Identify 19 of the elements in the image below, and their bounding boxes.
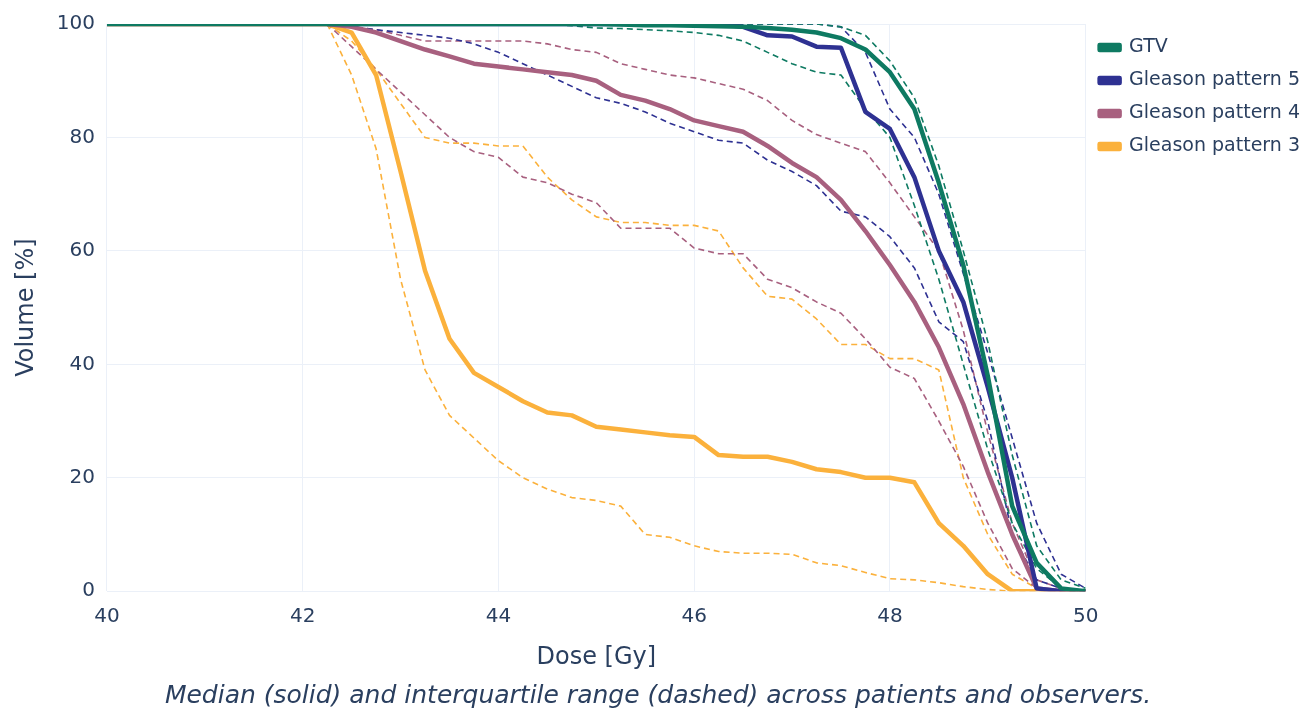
legend-label: Gleason pattern 3 bbox=[1129, 133, 1301, 156]
x-tick-label: 44 bbox=[485, 603, 512, 628]
legend-label: Gleason pattern 4 bbox=[1129, 100, 1301, 123]
y-tick-label: 100 bbox=[56, 10, 95, 35]
legend-label: Gleason pattern 5 bbox=[1129, 67, 1301, 90]
x-tick-label: 48 bbox=[877, 603, 903, 628]
x-tick-label: 50 bbox=[1072, 603, 1099, 628]
x-tick-label: 40 bbox=[94, 603, 120, 628]
y-tick-label: 60 bbox=[69, 237, 95, 262]
y-tick-label: 80 bbox=[69, 123, 95, 148]
x-tick-label: 46 bbox=[681, 603, 707, 628]
y-tick-label: 40 bbox=[69, 350, 95, 375]
y-tick-label: 0 bbox=[82, 577, 95, 602]
y-tick-label: 20 bbox=[69, 463, 95, 488]
x-tick-label: 42 bbox=[289, 603, 316, 628]
text: Median (solid) and interquartile range (dashed) across patients and observers. bbox=[163, 680, 1153, 709]
x-axis-title: Dose [Gy] bbox=[536, 641, 657, 670]
y-axis-title: Volume [%] bbox=[10, 238, 39, 377]
legend-label: GTV bbox=[1129, 34, 1168, 57]
